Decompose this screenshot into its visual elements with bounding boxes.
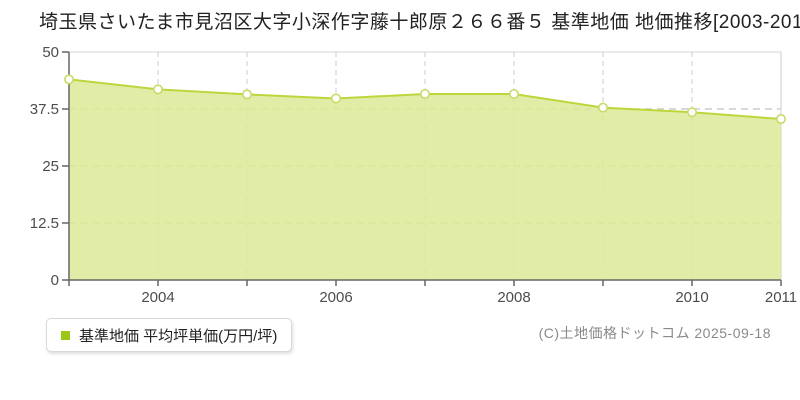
y-tick-label: 25 xyxy=(42,158,59,175)
data-point-marker xyxy=(597,102,608,113)
legend-marker-icon xyxy=(61,330,70,340)
y-tick-label: 0 xyxy=(51,272,59,289)
data-point-marker xyxy=(508,88,519,99)
area-series xyxy=(69,79,781,280)
x-tick-label: 2006 xyxy=(319,289,352,306)
legend-label: 基準地価 平均坪単価(万円/坪) xyxy=(79,327,278,345)
data-point-marker xyxy=(330,93,341,104)
data-point-marker xyxy=(419,88,430,99)
x-tick-label: 2008 xyxy=(497,289,530,306)
y-tick-label: 12.5 xyxy=(30,215,59,232)
x-tick-label: 2004 xyxy=(141,289,174,306)
y-tick-label: 37.5 xyxy=(30,101,59,118)
x-tick-label: 2011 xyxy=(765,289,797,306)
copyright-text: (C)土地価格ドットコム 2025-09-18 xyxy=(538,325,771,341)
chart-title: 埼玉県さいたま市見沼区大字小深作字藤十郎原２６６番５ 基準地価 地価推移[200… xyxy=(39,12,800,33)
legend: 基準地価 平均坪単価(万円/坪) xyxy=(46,318,293,352)
data-point-marker xyxy=(64,74,75,85)
data-point-marker xyxy=(153,84,164,95)
y-tick-label: 50 xyxy=(42,44,59,61)
x-tick-label: 2010 xyxy=(675,289,708,306)
data-point-marker xyxy=(775,114,786,125)
data-point-marker xyxy=(686,107,697,118)
data-point-marker xyxy=(242,89,253,100)
